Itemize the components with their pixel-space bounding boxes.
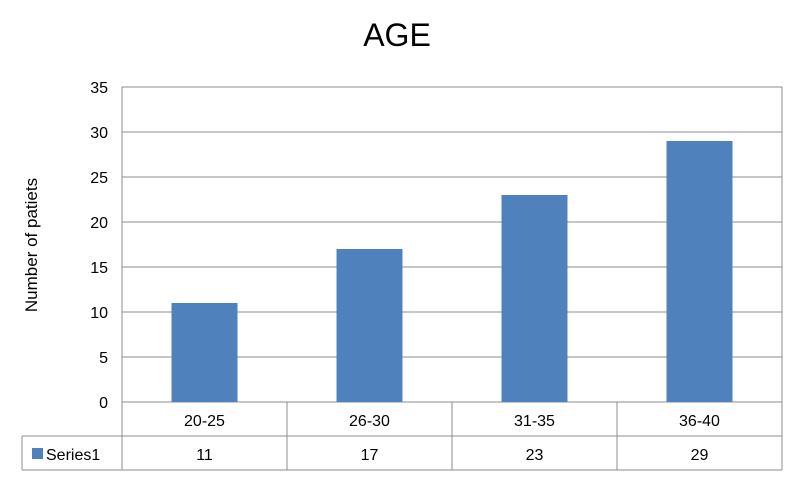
table-value: 23	[526, 447, 544, 464]
x-category-label: 36-40	[679, 413, 720, 430]
bars	[171, 141, 733, 402]
table-value: 11	[196, 447, 213, 464]
bar	[666, 141, 733, 402]
y-tick-label: 25	[90, 170, 108, 187]
y-tick-label: 30	[90, 125, 108, 142]
series-name: Series1	[46, 447, 100, 464]
bar	[501, 195, 568, 402]
legend-key	[32, 448, 43, 459]
y-axis-ticks: 0 5 10 15 20 25 30 35	[90, 80, 108, 412]
x-category-label: 26-30	[349, 413, 390, 430]
y-tick-label: 10	[90, 305, 108, 322]
bar	[336, 249, 403, 402]
table-value: 17	[361, 447, 379, 464]
y-tick-label: 5	[99, 350, 108, 367]
x-category-label: 20-25	[184, 413, 225, 430]
y-tick-label: 15	[90, 260, 108, 277]
y-tick-label: 20	[90, 215, 108, 232]
data-table: 20-25 11 26-30 17 31-35 23 36-40 29 Series1	[21, 402, 782, 471]
table-value: 29	[691, 447, 709, 464]
y-tick-label: 0	[99, 395, 108, 412]
y-axis-label: Number of patiets	[22, 178, 41, 312]
bar	[171, 303, 238, 402]
y-tick-label: 35	[90, 80, 108, 97]
x-category-label: 31-35	[514, 413, 555, 430]
chart-title: AGE	[363, 17, 431, 53]
